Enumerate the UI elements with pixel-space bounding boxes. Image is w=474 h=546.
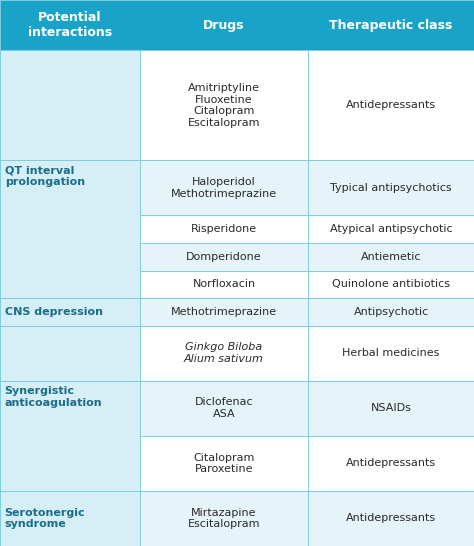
Text: Antiemetic: Antiemetic: [361, 252, 421, 262]
Bar: [308, 271, 474, 298]
Bar: [140, 271, 308, 298]
Text: Antidepressants: Antidepressants: [346, 513, 436, 524]
Bar: [140, 161, 308, 216]
Text: CNS depression: CNS depression: [5, 307, 103, 317]
Text: QT interval
prolongation: QT interval prolongation: [5, 166, 85, 187]
Bar: [140, 491, 308, 546]
Bar: [308, 50, 474, 161]
Bar: [0, 50, 140, 161]
Bar: [0, 491, 140, 546]
Text: Mirtazapine
Escitalopram: Mirtazapine Escitalopram: [188, 508, 260, 529]
Bar: [308, 436, 474, 491]
Bar: [140, 0, 308, 50]
Bar: [140, 243, 308, 271]
Text: Therapeutic class: Therapeutic class: [329, 19, 453, 32]
Bar: [140, 216, 308, 243]
Text: Synergistic
anticoagulation: Synergistic anticoagulation: [5, 386, 102, 408]
Bar: [0, 381, 140, 491]
Bar: [308, 0, 474, 50]
Text: Quinolone antibiotics: Quinolone antibiotics: [332, 280, 450, 289]
Bar: [308, 325, 474, 381]
Text: Antidepressants: Antidepressants: [346, 459, 436, 468]
Bar: [308, 491, 474, 546]
Bar: [140, 436, 308, 491]
Text: Amitriptyline
Fluoxetine
Citalopram
Escitalopram: Amitriptyline Fluoxetine Citalopram Esci…: [188, 83, 260, 128]
Bar: [308, 161, 474, 216]
Text: Risperidone: Risperidone: [191, 224, 257, 234]
Bar: [0, 161, 140, 298]
Text: Ginkgo Biloba
Alium sativum: Ginkgo Biloba Alium sativum: [184, 342, 264, 364]
Text: Drugs: Drugs: [203, 19, 245, 32]
Bar: [140, 381, 308, 436]
Bar: [140, 298, 308, 325]
Text: Norfloxacin: Norfloxacin: [192, 280, 255, 289]
Bar: [308, 216, 474, 243]
Text: Antidepressants: Antidepressants: [346, 100, 436, 110]
Text: Domperidone: Domperidone: [186, 252, 262, 262]
Text: Antipsychotic: Antipsychotic: [354, 307, 428, 317]
Bar: [0, 298, 140, 325]
Bar: [308, 298, 474, 325]
Bar: [140, 50, 308, 161]
Text: NSAIDs: NSAIDs: [371, 403, 411, 413]
Text: Potential
interactions: Potential interactions: [28, 11, 112, 39]
Text: Serotonergic
syndrome: Serotonergic syndrome: [5, 508, 85, 529]
Text: Haloperidol
Methotrimeprazine: Haloperidol Methotrimeprazine: [171, 177, 277, 199]
Text: Herbal medicines: Herbal medicines: [342, 348, 440, 358]
Bar: [140, 325, 308, 381]
Text: Typical antipsychotics: Typical antipsychotics: [330, 183, 452, 193]
Bar: [308, 381, 474, 436]
Bar: [0, 0, 140, 50]
Bar: [308, 243, 474, 271]
Text: Methotrimeprazine: Methotrimeprazine: [171, 307, 277, 317]
Text: Diclofenac
ASA: Diclofenac ASA: [195, 397, 253, 419]
Bar: [0, 325, 140, 381]
Text: Citalopram
Paroxetine: Citalopram Paroxetine: [193, 453, 255, 474]
Text: Atypical antipsychotic: Atypical antipsychotic: [330, 224, 452, 234]
